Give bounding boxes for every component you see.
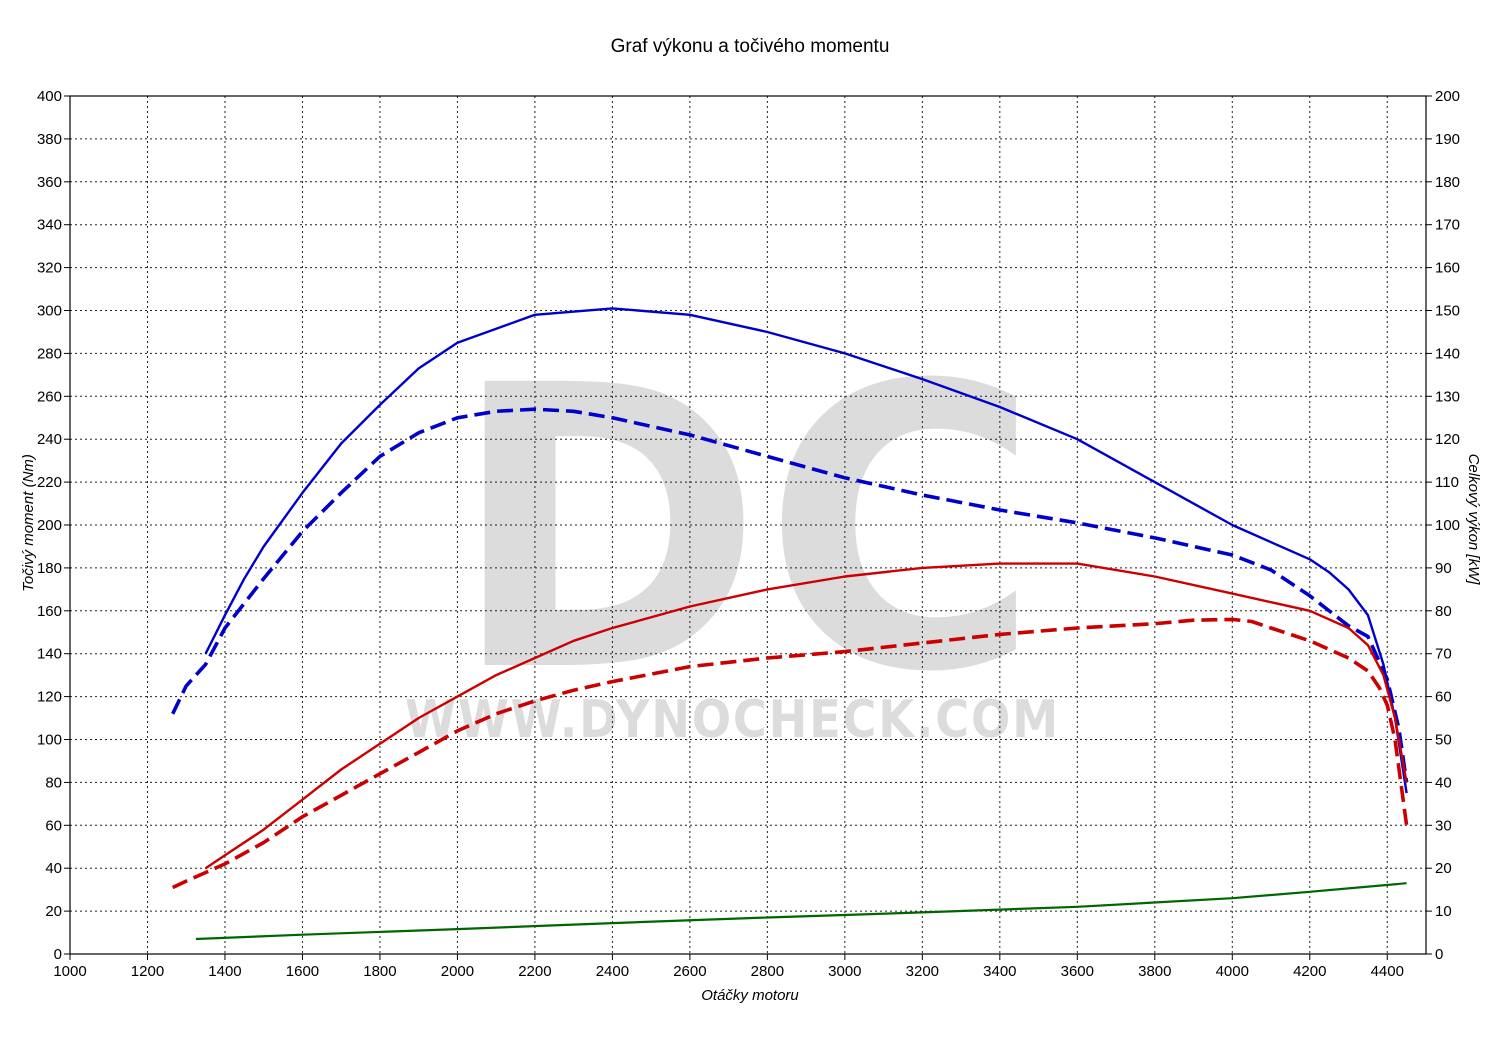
y-left-tick-label: 80 [45, 774, 62, 791]
series-layer [171, 307, 1409, 941]
series-line-2 [171, 407, 1409, 783]
y-left-tick-label: 340 [37, 217, 62, 234]
y-right-tick-label: 0 [1435, 946, 1443, 963]
y-left-tick-label: 220 [37, 474, 62, 491]
x-tick-label: 1800 [363, 963, 396, 980]
y-right-tick-label: 10 [1435, 903, 1452, 920]
x-tick-label: 3400 [983, 963, 1016, 980]
y-right-tick-label: 150 [1435, 303, 1460, 320]
y-right-tick-label: 40 [1435, 774, 1452, 791]
x-tick-label: 3600 [1061, 963, 1094, 980]
y-left-tick-label: 360 [37, 174, 62, 191]
y-left-tick-label: 240 [37, 431, 62, 448]
y-right-tick-label: 120 [1435, 431, 1460, 448]
y-left-tick-label: 40 [45, 860, 62, 877]
y-left-tick-label: 380 [37, 131, 62, 148]
y-axis-left-title: Točivý moment (Nm) [20, 454, 37, 592]
ticks: 1000 1200 1400 1600 1800 2000 2200 2400 2600 2800… [37, 88, 1460, 980]
y-left-tick-label: 100 [37, 732, 62, 749]
y-right-tick-label: 70 [1435, 646, 1452, 663]
x-tick-label: 3800 [1138, 963, 1171, 980]
y-left-tick-label: 320 [37, 260, 62, 277]
x-tick-label: 2000 [441, 963, 474, 980]
y-left-tick-label: 60 [45, 817, 62, 834]
x-tick-label: 4400 [1371, 963, 1404, 980]
y-left-tick-label: 300 [37, 303, 62, 320]
y-right-tick-label: 200 [1435, 88, 1460, 105]
watermark-logo: DC [450, 303, 1040, 757]
x-tick-label: 1000 [53, 963, 86, 980]
x-tick-label: 2200 [518, 963, 551, 980]
y-right-tick-label: 130 [1435, 388, 1460, 405]
x-tick-label: 2600 [673, 963, 706, 980]
x-tick-label: 3000 [828, 963, 861, 980]
x-tick-label: 4200 [1293, 963, 1326, 980]
watermark: DC WWW.DYNOCHECK.COM [405, 303, 1060, 757]
y-right-tick-label: 180 [1435, 174, 1460, 191]
y-right-tick-label: 60 [1435, 689, 1452, 706]
x-tick-label: 2400 [596, 963, 629, 980]
y-left-tick-label: 20 [45, 903, 62, 920]
chart-title: Graf výkonu a točivého momentu [611, 36, 890, 57]
series-line-5 [195, 882, 1407, 941]
y-right-tick-label: 100 [1435, 517, 1460, 534]
y-right-tick-label: 30 [1435, 817, 1452, 834]
y-right-tick-label: 20 [1435, 860, 1452, 877]
x-tick-label: 1200 [131, 963, 164, 980]
y-right-tick-label: 90 [1435, 560, 1452, 577]
y-left-tick-label: 180 [37, 560, 62, 577]
watermark-url: WWW.DYNOCHECK.COM [405, 690, 1060, 750]
y-right-tick-label: 110 [1435, 474, 1459, 491]
x-tick-label: 2800 [751, 963, 784, 980]
y-right-tick-label: 190 [1435, 131, 1460, 148]
y-left-tick-label: 120 [37, 689, 62, 706]
y-left-tick-label: 160 [37, 603, 62, 620]
x-tick-label: 3200 [906, 963, 939, 980]
y-left-tick-label: 400 [37, 88, 62, 105]
series-line-3 [204, 562, 1408, 870]
y-left-tick-label: 200 [37, 517, 62, 534]
y-left-tick-label: 280 [37, 345, 62, 362]
x-axis-title: Otáčky motoru [701, 987, 799, 1004]
series-line-4 [171, 617, 1409, 890]
y-right-tick-label: 140 [1435, 345, 1460, 362]
x-tick-label: 4000 [1216, 963, 1249, 980]
y-left-tick-label: 0 [54, 946, 62, 963]
y-left-tick-label: 140 [37, 646, 62, 663]
series-line-1 [204, 307, 1408, 794]
x-tick-label: 1400 [208, 963, 241, 980]
y-right-tick-label: 50 [1435, 732, 1452, 749]
x-tick-label: 1600 [286, 963, 319, 980]
y-axis-right-title: Celkový výkon [kW] [1465, 454, 1482, 586]
y-right-tick-label: 170 [1435, 217, 1460, 234]
y-right-tick-label: 160 [1435, 260, 1460, 277]
y-right-tick-label: 80 [1435, 603, 1452, 620]
y-left-tick-label: 260 [37, 388, 62, 405]
